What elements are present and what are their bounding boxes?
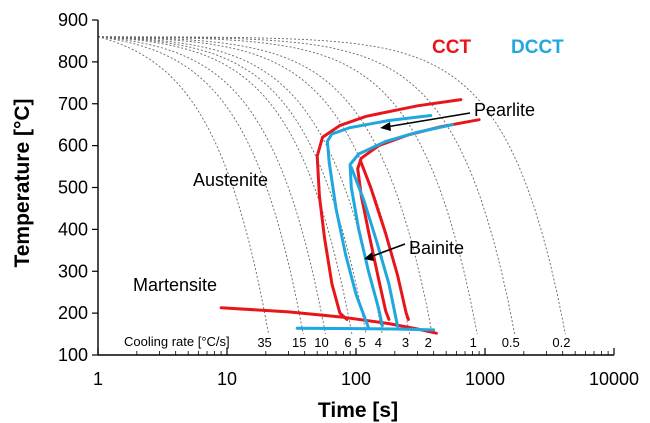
- x-tick-label-10: 10: [217, 369, 237, 389]
- cooling-curve-15: [97, 36, 304, 335]
- y-tick-label-500: 500: [58, 178, 88, 198]
- cooling-rate-0.5: 0.5: [502, 335, 520, 350]
- cooling-rate-5: 5: [359, 335, 366, 350]
- y-tick-label-400: 400: [58, 219, 88, 239]
- cooling-rate-3: 3: [402, 335, 409, 350]
- annotation-martensite: Martensite: [133, 275, 217, 295]
- cooling-curve-4: [97, 36, 383, 335]
- annotation-pearlite: Pearlite: [474, 100, 535, 120]
- x-tick-label-10000: 10000: [589, 369, 639, 389]
- y-tick-label-600: 600: [58, 136, 88, 156]
- cooling-curve-0.2: [98, 36, 566, 335]
- x-axis-label: Time [s]: [318, 399, 398, 422]
- y-tick-label-100: 100: [58, 345, 88, 365]
- y-tick-label-200: 200: [58, 303, 88, 323]
- cct-curve-1: [315, 98, 463, 321]
- cooling-rate-1: 1: [470, 335, 477, 350]
- x-tick-label-100: 100: [341, 369, 371, 389]
- cooling-rate-label: Cooling rate [°C/s]: [124, 334, 230, 349]
- cooling-rate-labels: 35 15 10 6 5 4 3 2 1 0.5 0.2: [257, 335, 570, 350]
- cooling-rate-15: 15: [292, 335, 306, 350]
- cooling-rate-0.2: 0.2: [552, 335, 570, 350]
- pearlite-arrow: [380, 112, 471, 131]
- y-axis-label: Temperature [°C]: [11, 98, 34, 267]
- legend-dcct: DCCT: [511, 37, 564, 58]
- bainite-arrow: [364, 243, 406, 261]
- annotation-austenite: Austenite: [193, 170, 268, 190]
- legend-cct: CCT: [432, 37, 471, 58]
- y-tick-labels: 100 200 300 400 500 600 700 800 900: [58, 10, 88, 365]
- cooling-curve-5: [97, 36, 367, 335]
- cct-curve-3: [358, 158, 410, 321]
- x-tick-labels: 1 10 100 1000 10000: [93, 369, 639, 389]
- y-tick-label-800: 800: [58, 52, 88, 72]
- cooling-curve-6: [97, 36, 353, 335]
- y-tick-label-700: 700: [58, 94, 88, 114]
- y-tick-label-300: 300: [58, 261, 88, 281]
- annotation-bainite: Bainite: [409, 238, 464, 258]
- cooling-rate-10: 10: [314, 335, 328, 350]
- cooling-rate-4: 4: [375, 335, 382, 350]
- y-tick-label-900: 900: [58, 10, 88, 30]
- cooling-curve-10: [97, 36, 326, 335]
- series-layer: [219, 98, 481, 335]
- dcct-curve-3: [349, 165, 400, 328]
- axes-layer: [92, 19, 615, 356]
- dcct-curve-4: [295, 326, 436, 332]
- dcct-curve-1: [325, 114, 433, 330]
- dcct-curve-2: [348, 123, 454, 328]
- x-tick-label-1: 1: [93, 369, 103, 389]
- cooling-curve-2: [98, 36, 433, 335]
- x-tick-label-1000: 1000: [465, 369, 505, 389]
- cooling-rate-6: 6: [344, 335, 351, 350]
- cooling-rate-2: 2: [425, 335, 432, 350]
- cooling-rate-35: 35: [257, 335, 271, 350]
